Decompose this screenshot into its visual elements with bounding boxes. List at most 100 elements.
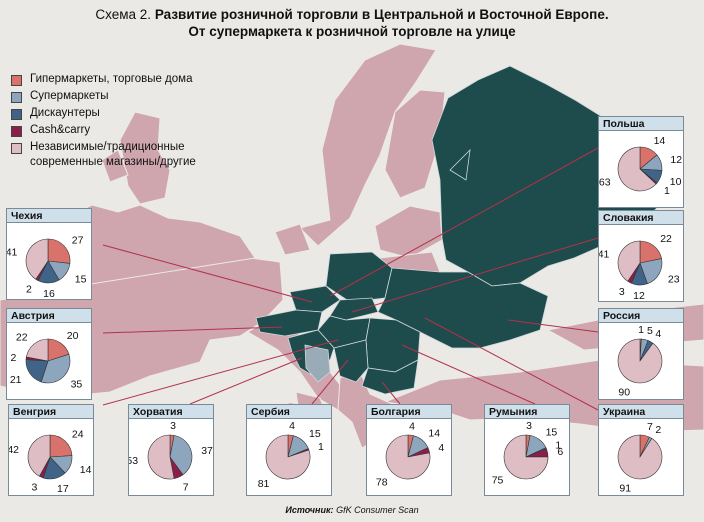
country-name: Румыния bbox=[485, 405, 569, 419]
pie-slice-indep bbox=[26, 338, 49, 362]
pie-label-cash: 3 bbox=[619, 286, 625, 298]
pie-slice-super bbox=[169, 435, 193, 476]
box-russia: Россия 1 5 4 90 bbox=[598, 308, 684, 400]
pie-label-cash: 7 bbox=[183, 481, 189, 493]
box-austria: Австрия 20 35 21 2 22 bbox=[6, 308, 92, 400]
legend-swatch-disc bbox=[11, 109, 22, 120]
pie-chart: 27 15 16 2 41 bbox=[7, 235, 87, 299]
legend-item-indep: Независимые/традиционные современные маг… bbox=[11, 140, 250, 170]
pie-label-super: 2 bbox=[655, 424, 661, 436]
pie-label-hyper: 4 bbox=[289, 420, 295, 432]
legend-label-hyper: Гипермаркеты, торговые дома bbox=[30, 73, 193, 85]
legend-swatch-indep bbox=[11, 143, 22, 154]
legend-label-disc: Дискаунтеры bbox=[30, 107, 100, 119]
pie-chart: 22 23 12 3 41 bbox=[599, 233, 680, 301]
pie-label-indep: 53 bbox=[129, 455, 138, 467]
source-label: Источник: bbox=[285, 505, 334, 515]
legend-label-indep: Независимые/традиционные современные маг… bbox=[30, 141, 196, 168]
pie-label-super: 23 bbox=[668, 274, 680, 286]
pie-slice-indep bbox=[617, 434, 663, 480]
country-name: Россия bbox=[599, 309, 683, 323]
pie-label-disc: 17 bbox=[57, 483, 69, 495]
pie-slice-hyper bbox=[47, 238, 71, 264]
country-name: Хорватия bbox=[129, 405, 213, 419]
title-main: Развитие розничной торговли в Центрально… bbox=[154, 7, 609, 22]
pie-label-disc: 12 bbox=[633, 290, 645, 301]
pie-label-indep: 41 bbox=[7, 247, 18, 259]
chart-title: Схема 2. Развитие розничной торговли в Ц… bbox=[0, 6, 704, 40]
pie-slice-indep bbox=[265, 434, 311, 480]
pie-label-hyper: 3 bbox=[170, 420, 176, 432]
pie-label-cash: 2 bbox=[26, 284, 32, 296]
legend-item-hyper: Гипермаркеты, торговые дома bbox=[11, 72, 250, 87]
pie-label-indep: 78 bbox=[376, 477, 388, 489]
pie-label-indep: 63 bbox=[599, 177, 611, 189]
pie-chart: 4 151 81 bbox=[258, 420, 324, 490]
pie-label-super: 5 bbox=[647, 325, 653, 337]
pie-label-hyper: 24 bbox=[72, 429, 84, 441]
pie-label-disc: 1 bbox=[555, 439, 561, 451]
pie-slice-indep bbox=[25, 238, 49, 280]
pie-slice-indep bbox=[617, 240, 641, 282]
pie-label-cash: 2 bbox=[10, 352, 16, 364]
pie-label-hyper: 7 bbox=[647, 421, 653, 433]
pie-chart: 7 2 91 bbox=[617, 421, 663, 495]
country-name: Словакия bbox=[599, 211, 683, 225]
pie-label-indep: 22 bbox=[16, 331, 28, 343]
pie-slice-indep bbox=[503, 434, 549, 480]
legend-swatch-hyper bbox=[11, 75, 22, 86]
pie-label-super: 15 bbox=[546, 427, 558, 439]
legend-item-cash: Cash&carry bbox=[11, 123, 250, 138]
pie-label-hyper: 3 bbox=[526, 420, 532, 432]
pie-slice-indep bbox=[617, 146, 657, 192]
country-name: Болгария bbox=[367, 405, 451, 419]
title-line-1: Схема 2. Развитие розничной торговли в Ц… bbox=[0, 6, 704, 23]
box-slovakia: Словакия 22 23 12 3 41 bbox=[598, 210, 684, 302]
pie-chart: 3 37 7 53 bbox=[129, 420, 213, 493]
pie-label-super: 12 bbox=[670, 154, 682, 166]
pie-chart: 20 35 21 222 bbox=[10, 330, 83, 391]
box-ukraine: Украина 7 2 91 bbox=[598, 404, 684, 496]
pie-label-disc: 4 bbox=[655, 328, 661, 340]
pie-label-super: 14 bbox=[428, 427, 440, 439]
country-name: Венгрия bbox=[9, 405, 93, 419]
pie-chart: 14 12 101 63 bbox=[599, 135, 682, 197]
pie-slice-indep bbox=[27, 434, 51, 477]
box-bulgaria: Болгария 4 14 4 78 bbox=[366, 404, 452, 496]
pie-chart: 1 5 4 90 bbox=[617, 324, 663, 398]
legend-swatch-cash bbox=[11, 126, 22, 137]
pie-slice-indep bbox=[385, 434, 431, 480]
box-croatia: Хорватия 3 37 7 53 bbox=[128, 404, 214, 496]
pie-label-disc: 21 bbox=[10, 374, 22, 386]
pie-label-hyper: 20 bbox=[67, 330, 79, 342]
pie-slice-super bbox=[40, 353, 71, 384]
pie-label-indep: 90 bbox=[618, 386, 630, 398]
pie-label-super: 14 bbox=[80, 464, 92, 476]
country-name: Польша bbox=[599, 117, 683, 131]
pie-label-cash: 1 bbox=[318, 441, 324, 453]
pie-label-indep: 42 bbox=[9, 444, 19, 456]
legend-item-disc: Дискаунтеры bbox=[11, 106, 250, 121]
pie-label-hyper: 4 bbox=[409, 420, 415, 432]
pie-label-hyper: 22 bbox=[660, 233, 672, 245]
pie-label-super: 37 bbox=[201, 445, 213, 457]
pie-label-indep: 81 bbox=[258, 478, 270, 490]
pie-label-cash: 6 bbox=[557, 446, 563, 458]
legend-item-super: Супермаркеты bbox=[11, 89, 250, 104]
country-name: Сербия bbox=[247, 405, 331, 419]
box-poland: Польша 14 12 10 1 63 bbox=[598, 116, 684, 208]
pointer-lines bbox=[102, 147, 599, 411]
pie-label-disc: 16 bbox=[43, 288, 55, 299]
pie-label-indep: 41 bbox=[599, 249, 610, 261]
pie-label-hyper: 14 bbox=[654, 135, 666, 147]
country-name: Австрия bbox=[7, 309, 91, 323]
pie-slice-indep bbox=[147, 434, 175, 480]
pie-slice-hyper bbox=[49, 434, 73, 458]
legend: Гипермаркеты, торговые дома Супермаркеты… bbox=[11, 72, 250, 172]
pie-chart: 24 14 17 3 42 bbox=[9, 429, 92, 495]
pie-label-hyper: 27 bbox=[72, 235, 84, 247]
pie-label-indep: 91 bbox=[619, 483, 631, 495]
title-prefix: Схема 2. bbox=[95, 7, 152, 22]
pie-slice-indep bbox=[617, 338, 663, 384]
